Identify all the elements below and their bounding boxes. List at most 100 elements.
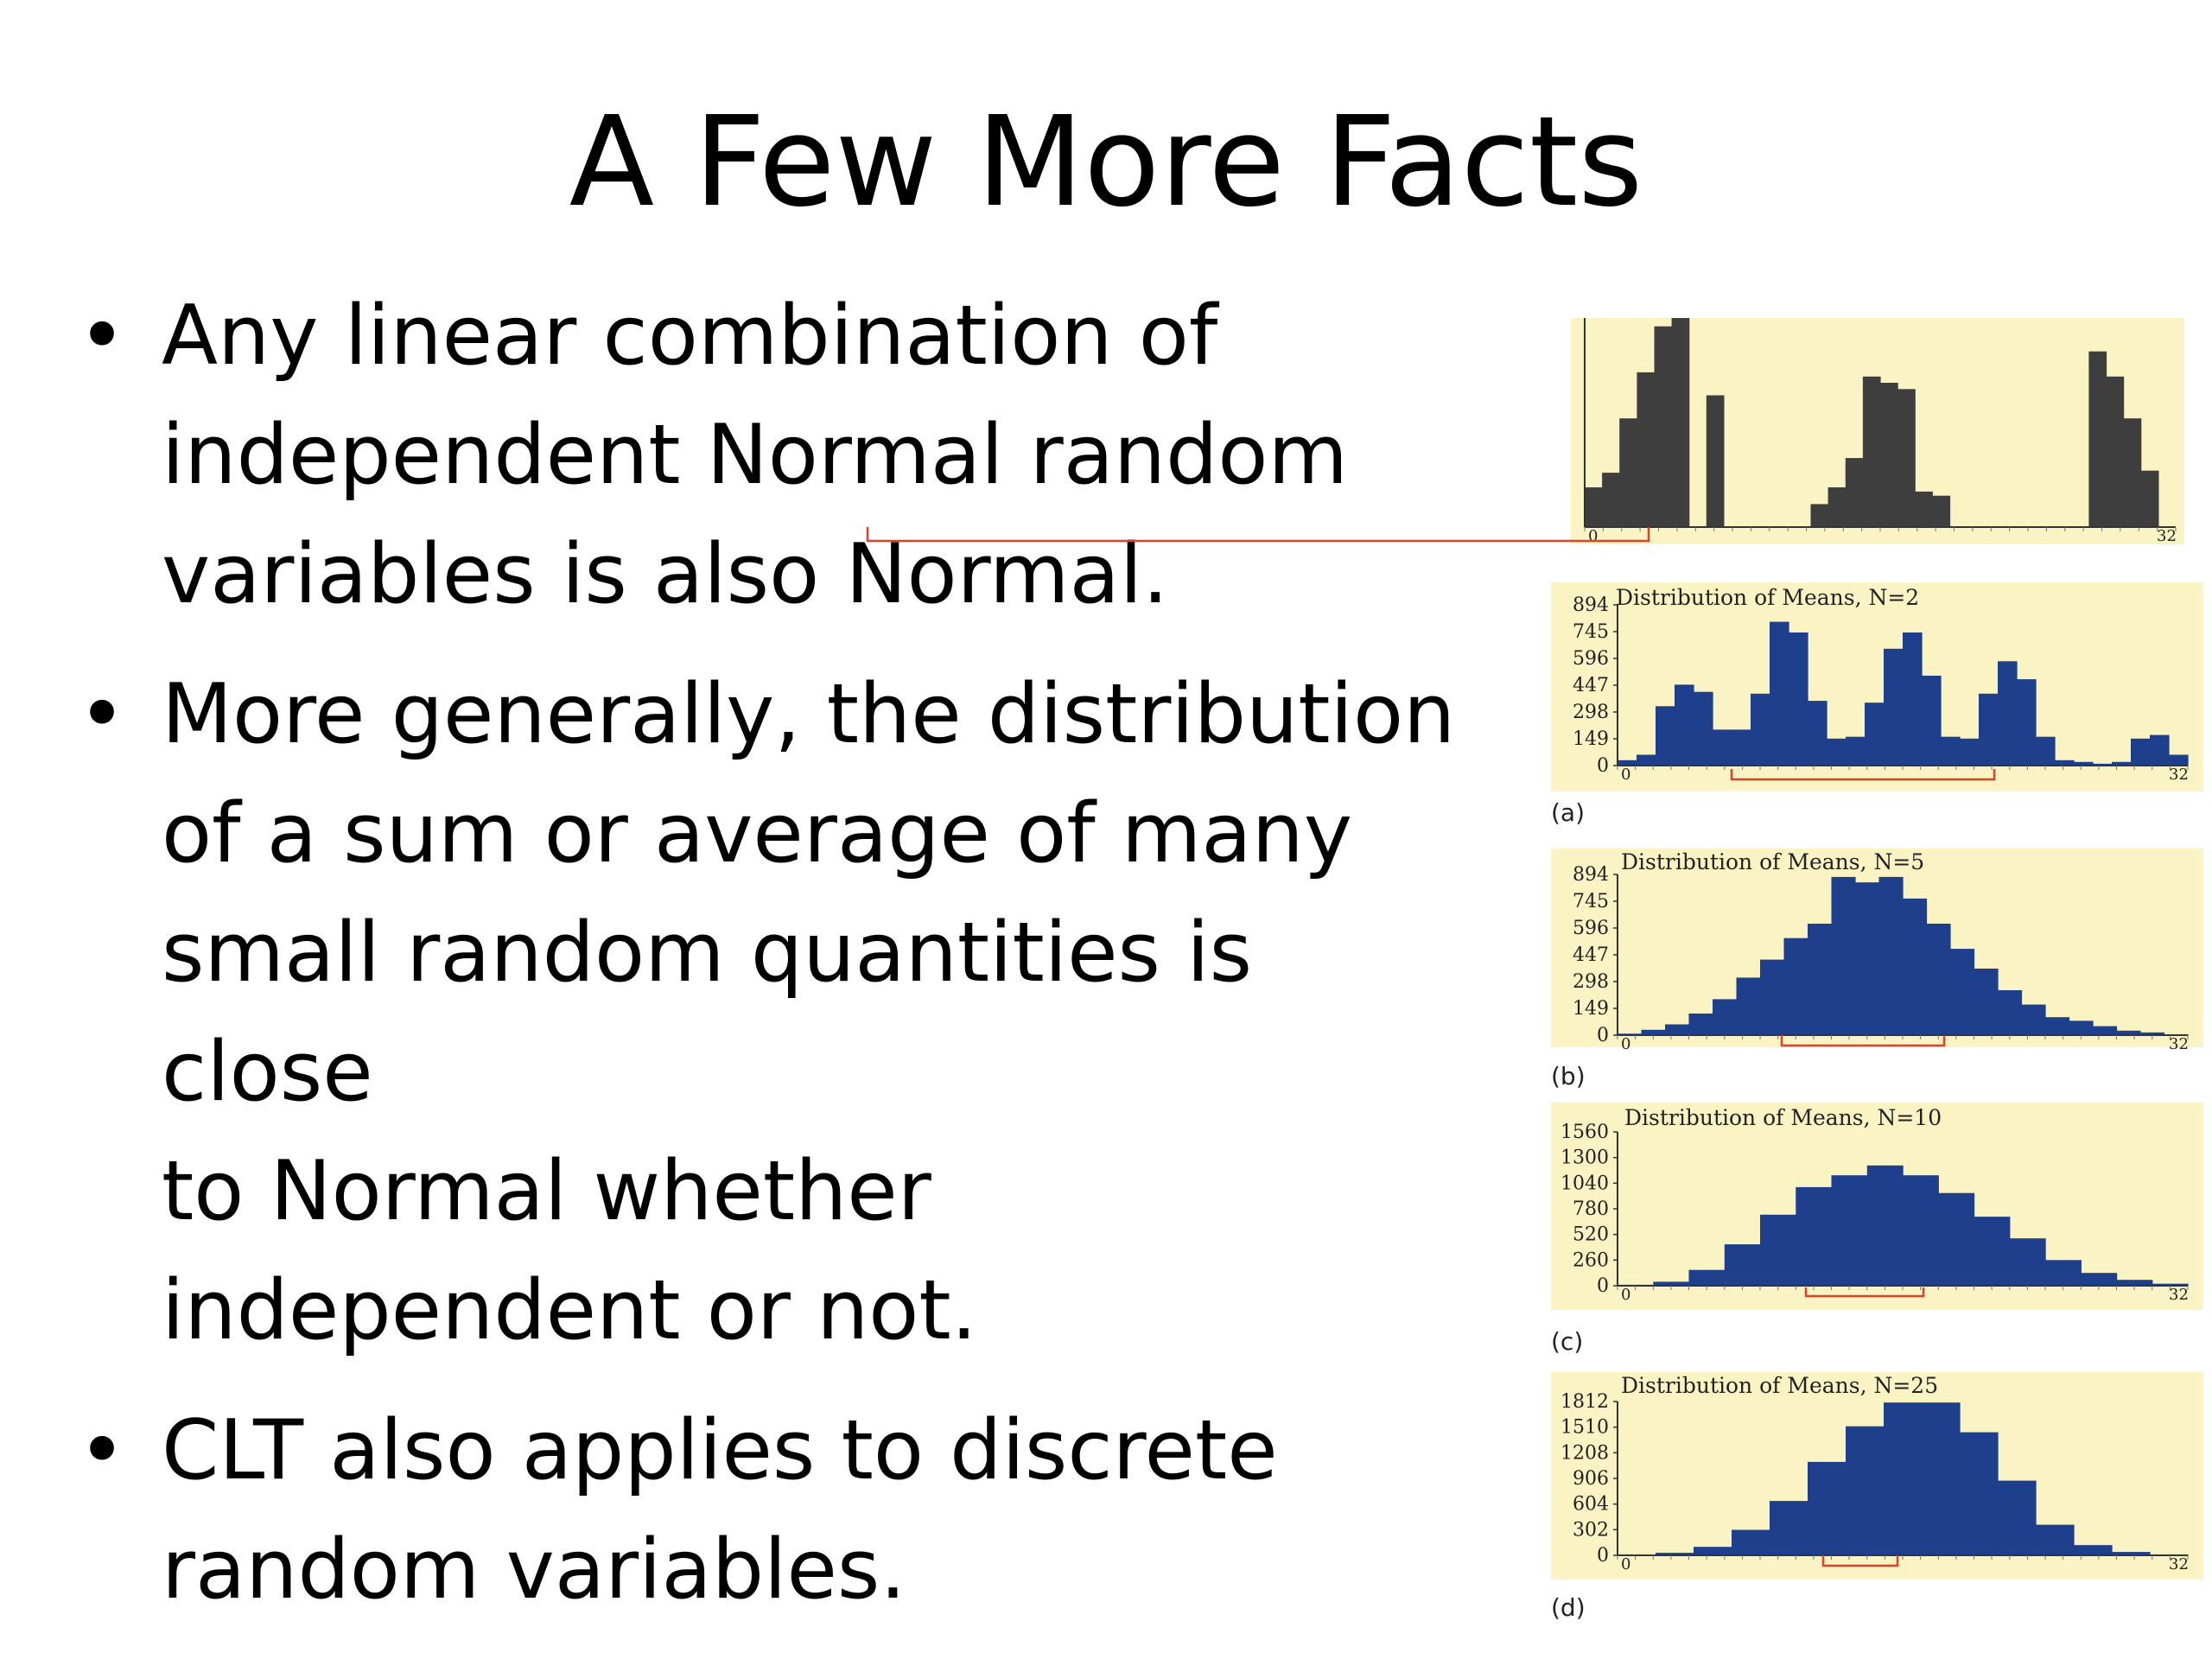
bullet-item: • More generally, the distribution of a …: [69, 655, 1486, 1370]
histogram-bar: [1671, 318, 1690, 527]
histogram-bar: [2021, 1004, 2046, 1035]
y-tick-label: 0: [1597, 1275, 1609, 1297]
histogram-bar: [1665, 1024, 1690, 1035]
sd-bracket: [1804, 1287, 1925, 1298]
histogram-bar: [1998, 661, 2018, 766]
bullet-line: variables is also Normal.: [162, 527, 1169, 622]
histogram-bar: [2017, 679, 2037, 766]
histogram-bar: [1654, 326, 1673, 527]
x-tick-label: 0: [1621, 1035, 1630, 1053]
histogram-bar: [2140, 1032, 2165, 1035]
histogram-bar: [1998, 990, 2023, 1035]
histogram-bar: [1960, 738, 1980, 766]
histogram-bar: [1950, 949, 1975, 1035]
histogram-bar: [2036, 736, 2056, 766]
bullet-list: • Any linear combination of independent …: [69, 276, 1486, 1650]
histogram-bar: [2150, 1554, 2189, 1555]
histogram-bar: [1897, 389, 1916, 527]
histogram-bar: [2045, 1017, 2070, 1035]
histogram-bar: [1796, 1186, 1833, 1286]
histogram-bar: [1855, 882, 1880, 1035]
histogram-bar: [2116, 1030, 2141, 1035]
y-tick-label: 298: [1573, 971, 1609, 993]
histogram-bar: [1862, 376, 1881, 527]
x-tick-label: 32: [2169, 1286, 2189, 1304]
histogram-bar: [2069, 1020, 2094, 1035]
x-tick-label: 32: [2169, 1555, 2189, 1573]
histogram-bar: [1808, 924, 1833, 1035]
histogram-bar: [2112, 761, 2132, 766]
y-tick-label: 1300: [1560, 1147, 1609, 1169]
histogram-bar: [1903, 898, 1928, 1035]
y-tick-label: 520: [1573, 1224, 1609, 1246]
y-tick-label: 1510: [1560, 1417, 1609, 1439]
histogram-bar: [1941, 736, 1961, 766]
bullet-item: • CLT also applies to discrete random va…: [69, 1391, 1486, 1630]
bullet-line: CLT also applies to discrete: [162, 1403, 1278, 1498]
histogram-bar: [1915, 491, 1933, 527]
y-tick-label: 149: [1573, 998, 1609, 1020]
panel-background: [1551, 1103, 2203, 1310]
histogram-bar: [1866, 1165, 1904, 1286]
panel-background: [1551, 1372, 2203, 1580]
histogram-bar: [1713, 729, 1732, 766]
histogram-bar: [1641, 1029, 1666, 1035]
histogram-bar: [2074, 761, 2094, 766]
histogram-bar: [2150, 734, 2170, 766]
histogram-bar: [1637, 372, 1656, 527]
bullet-glyph: •: [78, 667, 127, 762]
histogram-bar: [1653, 1281, 1690, 1286]
histogram-bar: [1760, 1214, 1796, 1286]
histogram-bar: [2131, 738, 2151, 766]
histogram-bar: [2045, 1260, 2082, 1286]
histogram-bar: [1760, 959, 1785, 1035]
panel-title: Distribution of Means, N=10: [1624, 1105, 1942, 1130]
y-tick-label: 894: [1573, 594, 1609, 616]
histogram-bar: [1618, 1033, 1643, 1035]
histogram-bar: [1884, 648, 1904, 766]
histogram-bar: [1789, 632, 1808, 766]
histogram-bar: [1846, 736, 1866, 766]
y-tick-label: 0: [1597, 1025, 1609, 1046]
x-tick-label: 0: [1588, 527, 1598, 545]
bullet-line: to Normal whether: [162, 1144, 931, 1239]
histogram-bar: [2169, 754, 2189, 766]
histogram-bar: [1751, 693, 1770, 766]
histogram-bar: [1637, 754, 1656, 766]
histogram-bar: [1808, 701, 1827, 766]
y-tick-label: 1560: [1560, 1122, 1609, 1143]
histogram-bar: [1619, 418, 1637, 527]
histogram-bar: [1736, 977, 1761, 1035]
y-tick-label: 447: [1573, 944, 1609, 966]
histogram-bar: [1831, 876, 1856, 1035]
y-tick-label: 149: [1573, 728, 1609, 750]
bullet-glyph: •: [78, 289, 127, 384]
bullet-line: of a sum or average of many: [162, 786, 1353, 881]
histogram-bar: [1618, 1284, 1654, 1286]
sd-bracket: [1780, 1035, 1946, 1047]
histogram-bar: [1960, 1432, 1999, 1555]
bullet-line: small random quantities is close: [162, 906, 1253, 1120]
y-tick-label: 1208: [1560, 1442, 1609, 1464]
histogram-bar: [1585, 487, 1603, 527]
panel-tag: (c): [1551, 1327, 1583, 1356]
y-tick-label: 906: [1573, 1468, 1609, 1490]
bullet-glyph: •: [78, 1403, 127, 1498]
histogram-bar: [1922, 676, 1942, 766]
bullet-line: Any linear combination of: [162, 289, 1218, 384]
histogram-bar: [2055, 760, 2075, 766]
histogram-bar: [2164, 1034, 2189, 1035]
y-tick-label: 0: [1597, 755, 1609, 777]
bullet-item: • Any linear combination of independent …: [69, 276, 1486, 634]
histogram-bar: [1688, 1269, 1726, 1286]
histogram-bar: [2093, 1026, 2118, 1035]
x-tick-label: 0: [1621, 1286, 1630, 1304]
y-tick-label: 298: [1573, 702, 1609, 723]
histogram-bar: [1770, 1501, 1808, 1555]
y-tick-label: 894: [1573, 864, 1609, 886]
x-tick-label: 0: [1621, 1555, 1630, 1573]
bullet-line: random variables.: [162, 1522, 906, 1618]
histogram-bar: [1694, 691, 1713, 766]
x-tick-label: 32: [2169, 1035, 2189, 1053]
histogram-bar: [1688, 1014, 1713, 1035]
